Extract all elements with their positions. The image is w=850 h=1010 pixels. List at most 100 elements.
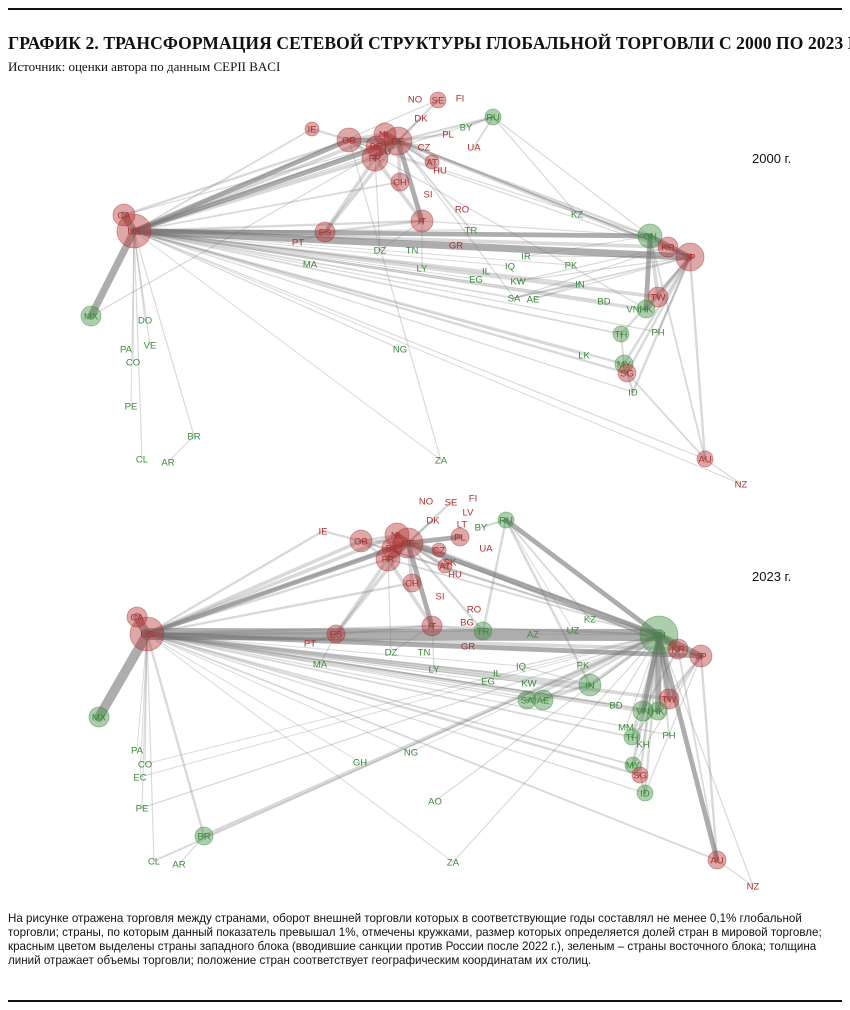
country-label-nz: NZ xyxy=(735,480,748,491)
trade-edge-IT-DZ xyxy=(390,625,433,653)
country-label-il: IL xyxy=(493,669,501,680)
trade-edge-DE-PL xyxy=(396,132,450,143)
country-label-at: AT xyxy=(426,158,438,169)
trade-edge-FR-GB xyxy=(359,539,390,561)
trade-edge-US-GB xyxy=(145,539,363,636)
trade-edge-JP-KR xyxy=(676,647,703,658)
trade-edge-JP-PH xyxy=(657,256,691,333)
country-label-br: BR xyxy=(197,832,210,843)
trade-edge-GB-CN xyxy=(360,540,660,636)
trade-edge-CN-IN xyxy=(588,633,661,687)
node-circle-gb xyxy=(349,529,373,553)
country-label-it: IT xyxy=(428,622,437,633)
figure-footnote: На рисунке отражена торговля между стран… xyxy=(8,912,822,967)
country-label-eg: EG xyxy=(469,275,483,286)
country-label-tr: TR xyxy=(465,226,478,237)
country-label-eg: EG xyxy=(481,677,495,688)
trade-edge-US-CN xyxy=(131,228,653,239)
trade-edge-AU-KR xyxy=(677,648,718,861)
country-label-kr: KR xyxy=(661,243,674,254)
trade-edge-DE-ES xyxy=(334,541,410,636)
trade-edge-CA-GB xyxy=(122,138,351,217)
trade-edge-CA-DE xyxy=(123,140,399,216)
trade-edge-RU-KZ xyxy=(505,519,591,620)
node-circle-se xyxy=(429,91,447,109)
trade-edge-US-MX xyxy=(94,629,152,722)
country-label-kh: KH xyxy=(636,740,649,751)
trade-edge-TW-HK xyxy=(656,697,671,713)
trade-edge-US-SE xyxy=(133,99,439,232)
trade-edge-US-TW xyxy=(145,632,671,701)
trade-edge-US-IL xyxy=(133,230,487,272)
country-label-iq: IQ xyxy=(505,262,515,273)
country-label-bd: BD xyxy=(597,297,610,308)
country-label-au: AU xyxy=(698,455,711,466)
country-label-in: IN xyxy=(575,280,585,291)
trade-edge-US-MX xyxy=(87,227,138,320)
trade-edge-JP-TW xyxy=(667,654,703,701)
country-label-pk: PK xyxy=(565,261,578,272)
trade-edge-US-ZA xyxy=(146,633,454,863)
trade-edge-US-FR xyxy=(132,156,377,233)
trade-edge-FR-ES xyxy=(323,156,377,234)
trade-edge-ES-PT xyxy=(308,632,338,645)
country-label-es: ES xyxy=(330,630,343,641)
country-label-ph: PH xyxy=(662,731,675,742)
trade-edge-JP-AU xyxy=(688,255,707,461)
country-label-gh: GH xyxy=(353,758,367,769)
node-circle-vn xyxy=(632,700,654,722)
trade-edge-CN-AZ xyxy=(532,633,660,636)
country-label-pt: PT xyxy=(292,238,304,249)
trade-edge-CN-VN xyxy=(640,632,662,714)
node-circle-mx xyxy=(80,305,102,327)
year-label-2000: 2000 г. xyxy=(752,151,792,166)
country-label-fi: FI xyxy=(456,94,464,105)
trade-edge-AU-NZ xyxy=(704,458,742,485)
trade-edge-JP-KR xyxy=(666,245,692,259)
trade-edge-DE-SA xyxy=(397,140,515,299)
bottom-rule xyxy=(8,1000,842,1002)
country-label-sg: SG xyxy=(620,369,634,380)
trade-edge-RU-BY xyxy=(465,116,494,128)
country-label-hu: HU xyxy=(433,166,447,177)
trade-edge-CN-EC xyxy=(139,634,660,778)
trade-edge-US-AE xyxy=(146,633,544,701)
country-label-il: IL xyxy=(482,267,490,278)
trade-edge-CN-PE xyxy=(141,634,660,809)
node-circle-de xyxy=(392,527,424,559)
country-label-gr: GR xyxy=(449,241,463,252)
trade-edge-US-IT xyxy=(132,219,424,233)
trade-edge-US-IE xyxy=(133,128,313,232)
trade-edge-CN-IT xyxy=(431,625,660,636)
trade-edge-US-SA xyxy=(133,230,515,299)
trade-edge-US-CN xyxy=(141,628,665,641)
trade-edge-CN-NL xyxy=(395,533,661,637)
trade-edge-US-CL xyxy=(133,230,143,460)
country-label-br: BR xyxy=(187,432,200,443)
country-label-za: ZA xyxy=(435,456,448,467)
trade-edge-US-DE xyxy=(144,540,411,637)
trade-edge-DE-CH xyxy=(406,541,414,585)
trade-edge-TW-HK xyxy=(644,295,660,311)
node-circle-pl xyxy=(450,527,470,547)
country-label-lu: LU xyxy=(379,147,391,158)
country-label-gb: GB xyxy=(342,136,356,147)
trade-edge-US-EC xyxy=(139,633,148,778)
trade-edge-US-VE xyxy=(133,230,151,346)
node-circle-tw xyxy=(647,286,669,308)
year-label-2023: 2023 г. xyxy=(752,569,792,584)
trade-edge-CN-IQ xyxy=(520,634,660,667)
node-circle-fr xyxy=(375,546,401,572)
trade-edge-CN-UZ xyxy=(572,629,660,636)
trade-edge-US-AU xyxy=(133,230,706,460)
country-label-pk: PK xyxy=(577,661,590,672)
trade-edge-ES-PT xyxy=(296,230,327,244)
trade-edge-CN-AU xyxy=(649,235,706,460)
trade-edge-US-NZ xyxy=(133,230,742,485)
trade-edge-DE-CN xyxy=(396,139,652,238)
node-circle-br xyxy=(194,826,214,846)
country-label-pa: PA xyxy=(131,746,144,757)
country-label-gr: GR xyxy=(461,642,475,653)
